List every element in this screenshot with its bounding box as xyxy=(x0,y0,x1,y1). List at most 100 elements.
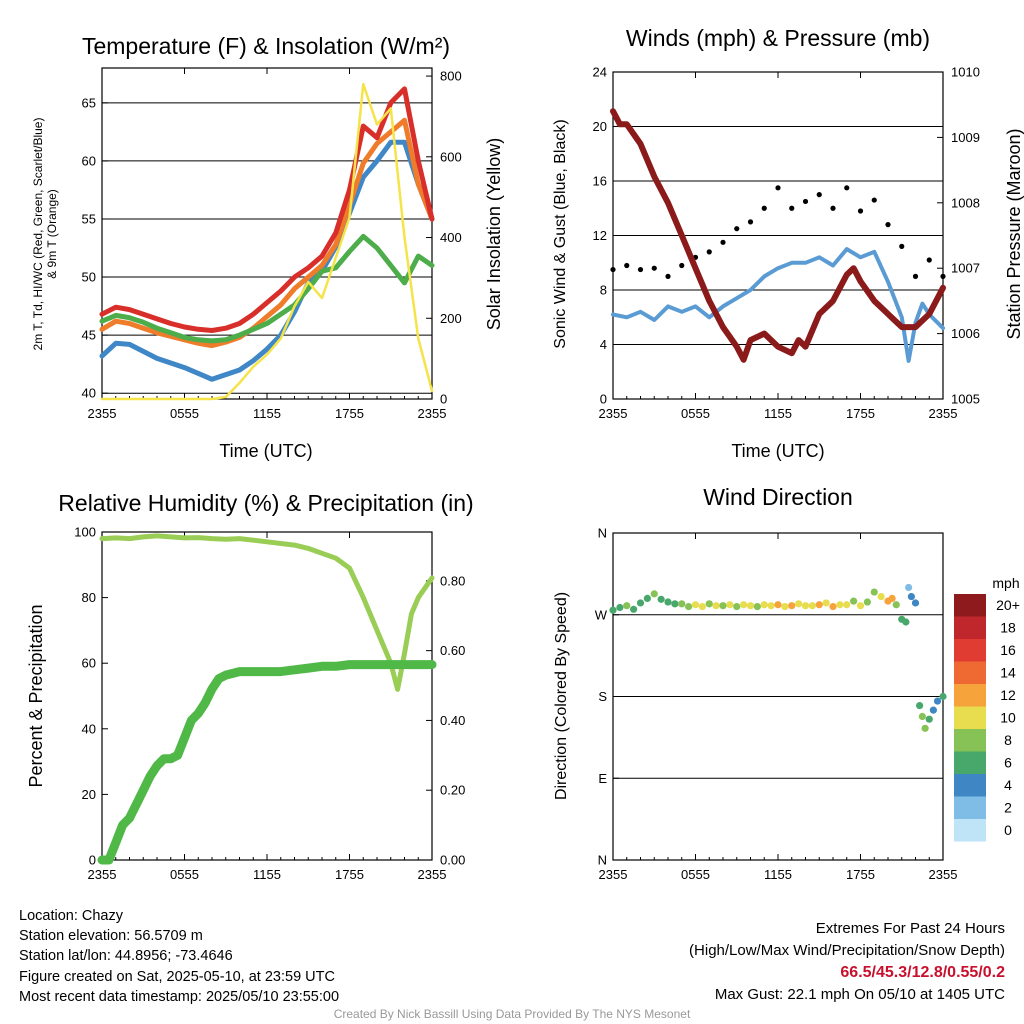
dir-point xyxy=(822,599,830,607)
legend-swatch xyxy=(954,684,986,707)
legend-swatch xyxy=(954,774,986,797)
wind-xtick-label: 0555 xyxy=(681,406,710,421)
wind-gust-point xyxy=(899,243,905,249)
dir-point xyxy=(740,601,748,609)
legend-swatch xyxy=(954,751,986,774)
wind-y2tick-label: 1010 xyxy=(951,65,980,80)
dir-point xyxy=(657,595,665,603)
legend-title: mph xyxy=(992,575,1019,591)
dir-point xyxy=(788,602,796,610)
legend-swatch xyxy=(954,661,986,684)
dir-point xyxy=(829,602,837,611)
dir-point xyxy=(877,592,885,601)
rh-xtick-label: 2355 xyxy=(88,867,117,882)
credit-text: Created By Nick Bassill Using Data Provi… xyxy=(333,1007,691,1021)
wind-gust-point xyxy=(665,273,671,279)
dir-point xyxy=(856,602,865,610)
dir-point xyxy=(863,598,871,606)
dir-xtick-label: 1155 xyxy=(764,867,792,882)
wind-title: Winds (mph) & Pressure (mb) xyxy=(626,25,930,51)
legend-label: 10 xyxy=(1000,710,1016,726)
dir-point xyxy=(929,706,937,714)
dir-point xyxy=(691,601,700,609)
dir-point xyxy=(678,600,686,608)
rh-ylabel-left: Percent & Precipitation xyxy=(26,604,46,787)
rh-y2tick-label: 0.20 xyxy=(440,783,465,798)
wind-y2tick-label: 1007 xyxy=(951,261,980,276)
legend-swatch xyxy=(954,616,986,639)
wind-gust-point xyxy=(720,239,726,245)
wind-y2tick-label: 1009 xyxy=(951,130,980,145)
dir-xtick-label: 2355 xyxy=(599,867,628,882)
dir-point xyxy=(902,618,910,626)
temp-ytick-label: 40 xyxy=(82,386,96,401)
wind-ylabel-right: Station Pressure (Maroon) xyxy=(1004,128,1024,339)
rh-series-line xyxy=(99,533,435,692)
dir-point xyxy=(664,598,672,606)
temp-xlabel: Time (UTC) xyxy=(219,441,312,461)
temp-xtick-label: 0555 xyxy=(170,406,199,421)
wind-gust-point xyxy=(816,192,822,198)
wind-xtick-label: 2355 xyxy=(599,406,628,421)
latlon-text: Station lat/lon: 44.8956; -73.4646 xyxy=(19,948,233,965)
dir-ytick-label: N xyxy=(598,853,607,868)
dir-point xyxy=(698,602,706,611)
dir-point xyxy=(870,588,878,596)
dir-point xyxy=(643,594,651,603)
dir-xtick-label: 1755 xyxy=(846,867,875,882)
legend-label: 2 xyxy=(1004,800,1012,816)
legend-label: 14 xyxy=(1000,665,1016,681)
dir-point xyxy=(753,602,761,611)
dir-point xyxy=(918,712,926,721)
temp-series-line xyxy=(99,86,435,333)
location-text: Location: Chazy xyxy=(19,908,123,924)
dir-point xyxy=(719,602,727,610)
rh-axes: 2355 0555 1155 1755 23550204060801000.000.20… xyxy=(74,525,465,883)
temp-y2tick-label: 400 xyxy=(440,230,462,245)
wind-gust-point xyxy=(871,197,877,203)
dir-point xyxy=(905,583,913,592)
dir-xtick-label: 2355 xyxy=(929,867,958,882)
wind-gust-point xyxy=(926,257,932,263)
dir-ytick-label: N xyxy=(598,526,607,541)
wind-series-line xyxy=(610,108,946,363)
rh-frame xyxy=(101,531,433,861)
rh-y2tick-label: 0.00 xyxy=(440,853,465,868)
legend-label: 16 xyxy=(1000,642,1016,658)
dir-point xyxy=(836,601,844,609)
legend-swatch xyxy=(954,594,986,617)
wind-gust-point xyxy=(802,198,809,205)
extremes-title: Extremes For Past 24 Hours xyxy=(815,920,1005,937)
wind-gust-point xyxy=(830,205,836,211)
legend-label: 20+ xyxy=(996,597,1020,613)
temp-series-line xyxy=(99,117,435,349)
dir-point xyxy=(705,600,713,608)
dir-point xyxy=(650,590,658,598)
dir-point xyxy=(925,715,933,723)
wind-xtick-label: 1755 xyxy=(846,406,875,421)
dir-ylabel-left: Direction (Colored By Speed) xyxy=(553,592,570,800)
extremes-subtitle: (High/Low/Max Wind/Precipitation/Snow De… xyxy=(689,942,1005,959)
temp-axes: 2355 0555 1155 1755 2355 40 45 50 55 60 65 0 200 400 6… xyxy=(82,67,462,421)
wind-gust-point xyxy=(610,266,616,273)
wind-gust-point xyxy=(734,226,740,232)
plot-area: 2355 0555 1155 1755 235540455055606502004006… xyxy=(74,65,1020,883)
dir-xtick-label: 0555 xyxy=(681,867,710,882)
legend-swatch xyxy=(954,729,986,752)
dir-ytick-label: E xyxy=(598,771,607,786)
wind-xtick-label: 2355 xyxy=(929,406,958,421)
dir-point xyxy=(850,597,858,605)
rh-ytick-label: 60 xyxy=(82,656,96,671)
temp-xtick-label: 2355 xyxy=(418,406,447,421)
temp-y2tick-label: 200 xyxy=(440,311,462,326)
temp-ytick-label: 60 xyxy=(82,153,96,168)
dir-point xyxy=(636,599,645,607)
temp-y2tick-label: 0 xyxy=(440,392,447,407)
temp-title: Temperature (F) & Insolation (W/m²) xyxy=(82,33,450,59)
dir-ytick-label: W xyxy=(595,607,608,622)
dir-point xyxy=(609,606,617,614)
legend-label: 12 xyxy=(1000,687,1016,703)
wind-gust-point xyxy=(844,185,850,191)
wind-axes: 2355 0555 1155 1755 235504812162024100510061… xyxy=(593,65,980,422)
